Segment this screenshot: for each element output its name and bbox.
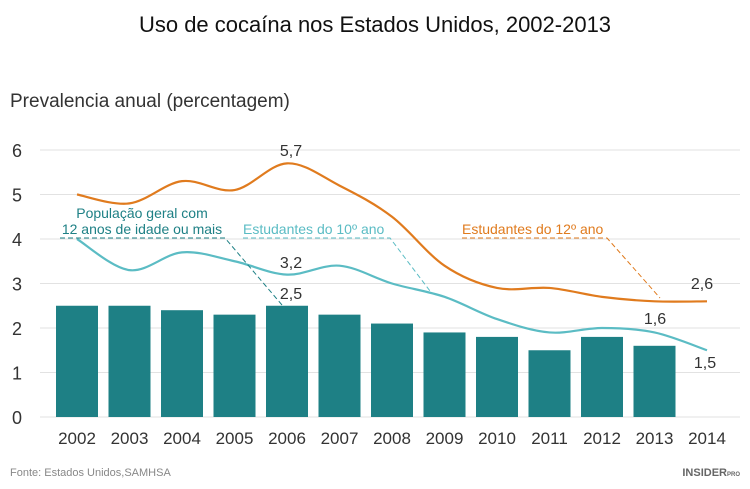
y-tick-label: 5 <box>12 186 22 206</box>
x-tick-label: 2013 <box>636 429 674 448</box>
data-label: 1,5 <box>694 355 716 372</box>
x-tick-label: 2008 <box>373 429 411 448</box>
x-tick-label: 2003 <box>111 429 149 448</box>
legend-10th-grade: Estudantes do 10º ano <box>243 221 385 237</box>
legend-population-line1: População geral com <box>76 205 208 221</box>
data-label: 3,2 <box>280 255 302 272</box>
legend-leader <box>60 237 283 306</box>
bar-2008 <box>371 323 413 417</box>
bar-2007 <box>318 314 361 417</box>
y-tick-label: 1 <box>12 364 22 384</box>
x-tick-label: 2004 <box>163 429 201 448</box>
y-tick-label: 6 <box>12 141 22 161</box>
legend-leader <box>462 237 661 299</box>
x-tick-label: 2002 <box>58 429 96 448</box>
legend-population-line2: 12 anos de idade ou mais <box>62 221 222 237</box>
insider-logo: INSIDERPRO <box>682 467 740 479</box>
x-tick-label: 2006 <box>268 429 306 448</box>
x-tick-label: 2014 <box>688 429 726 448</box>
line-series-12th-grade <box>76 162 708 303</box>
y-axis-label: Prevalencia anual (percentagem) <box>10 91 290 112</box>
x-tick-label: 2007 <box>321 429 359 448</box>
x-tick-label: 2010 <box>478 429 516 448</box>
x-tick-label: 2012 <box>583 429 621 448</box>
data-label: 2,6 <box>691 276 713 293</box>
bar-2006 <box>266 305 308 417</box>
bar-2004 <box>161 310 203 417</box>
data-label: 5,7 <box>280 143 302 160</box>
bar-2012 <box>581 336 623 417</box>
legend-leader <box>243 237 431 292</box>
y-tick-label: 2 <box>12 319 22 339</box>
y-tick-label: 4 <box>12 230 22 250</box>
x-tick-label: 2005 <box>216 429 254 448</box>
source-note: Fonte: Estados Unidos,SAMHSA <box>10 467 171 479</box>
data-label: 1,6 <box>644 311 666 328</box>
bar-2009 <box>423 332 466 417</box>
line-series-10th-grade <box>76 238 708 352</box>
x-tick-label: 2011 <box>531 429 568 448</box>
data-label: 2,5 <box>280 286 302 303</box>
bar-2003 <box>108 305 151 417</box>
bar-2011 <box>528 350 571 417</box>
y-tick-label: 0 <box>12 408 22 428</box>
bar-2010 <box>476 336 518 417</box>
x-tick-label: 2009 <box>426 429 464 448</box>
legend-12th-grade: Estudantes do 12º ano <box>462 221 604 237</box>
bar-2002 <box>56 305 98 417</box>
bar-2013 <box>633 345 676 417</box>
bar-2005 <box>213 314 256 417</box>
chart-title: Uso de cocaína nos Estados Unidos, 2002-… <box>139 12 611 37</box>
y-tick-label: 3 <box>12 275 22 295</box>
